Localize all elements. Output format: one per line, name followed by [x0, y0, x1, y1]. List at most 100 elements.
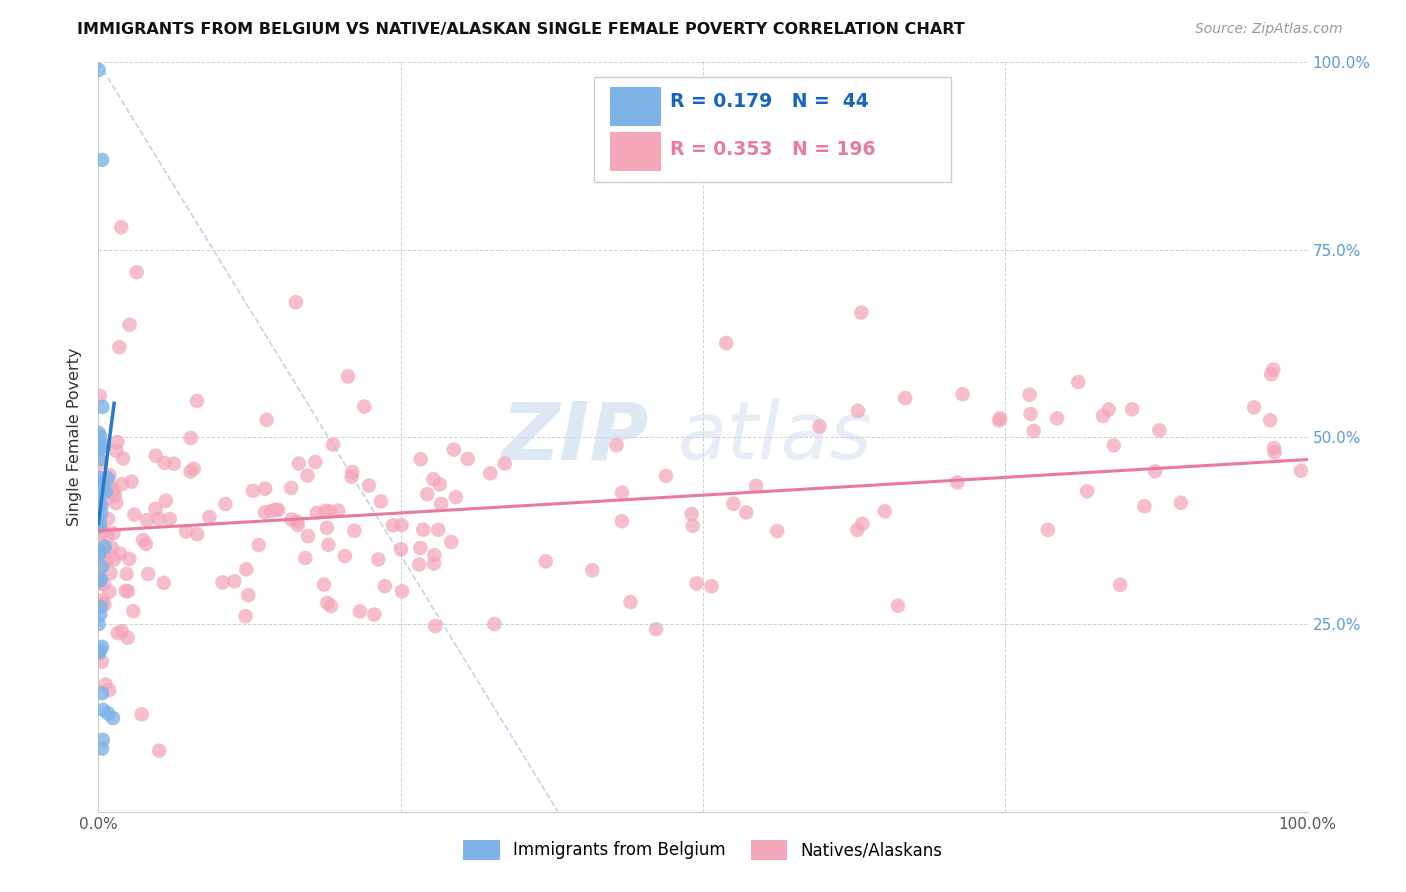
Point — [1263, 441, 1285, 455]
Point — [118, 552, 141, 566]
FancyBboxPatch shape — [595, 78, 950, 182]
FancyBboxPatch shape — [610, 132, 661, 171]
Point — [90, 456, 112, 470]
Point — [342, 465, 364, 479]
Point — [89, 547, 111, 561]
Point — [103, 552, 125, 566]
Point — [98, 468, 121, 483]
Point — [89, 475, 111, 490]
Point — [391, 518, 413, 533]
Point — [94, 544, 117, 558]
Point — [357, 478, 380, 492]
Point — [408, 558, 430, 572]
Point — [136, 566, 159, 581]
Point — [224, 574, 246, 589]
Point — [655, 469, 678, 483]
Point — [235, 609, 257, 624]
Point — [873, 504, 896, 518]
Point — [93, 577, 115, 591]
Point — [808, 419, 831, 434]
Point — [409, 541, 432, 555]
Point — [457, 451, 479, 466]
Point — [423, 557, 446, 571]
Point — [135, 537, 157, 551]
Point — [89, 429, 111, 443]
Point — [297, 529, 319, 543]
Point — [94, 472, 117, 486]
Point — [89, 566, 111, 580]
Point — [214, 497, 236, 511]
Point — [94, 677, 117, 691]
Point — [198, 510, 221, 524]
Point — [155, 493, 177, 508]
Point — [264, 502, 287, 516]
Point — [1170, 496, 1192, 510]
Point — [114, 583, 136, 598]
Y-axis label: Single Female Poverty: Single Female Poverty — [67, 348, 83, 526]
Point — [443, 442, 465, 457]
Point — [343, 524, 366, 538]
Point — [887, 599, 910, 613]
Point — [104, 489, 127, 503]
Point — [1109, 578, 1132, 592]
Point — [610, 485, 633, 500]
Point — [851, 305, 873, 319]
Point — [606, 438, 628, 452]
Point — [87, 436, 110, 450]
Point — [479, 467, 502, 481]
Point — [714, 336, 737, 351]
Point — [322, 437, 344, 451]
Point — [846, 403, 869, 417]
Point — [91, 593, 114, 607]
Point — [87, 442, 110, 457]
Point — [700, 579, 723, 593]
Point — [101, 541, 124, 555]
Point — [1076, 484, 1098, 499]
Point — [89, 551, 111, 566]
Point — [91, 640, 114, 654]
Point — [367, 552, 389, 566]
Point — [766, 524, 789, 538]
Point — [89, 519, 111, 533]
Point — [110, 220, 132, 235]
Point — [89, 646, 111, 660]
Point — [90, 499, 112, 513]
Point — [145, 449, 167, 463]
Point — [444, 490, 467, 504]
Point — [103, 483, 125, 497]
Point — [1046, 411, 1069, 425]
Point — [1144, 464, 1167, 478]
Point — [145, 501, 167, 516]
Point — [103, 526, 125, 541]
Point — [211, 575, 233, 590]
Point — [681, 507, 703, 521]
Point — [1019, 407, 1042, 421]
Point — [93, 475, 115, 490]
Point — [100, 480, 122, 494]
Text: R = 0.353   N = 196: R = 0.353 N = 196 — [671, 140, 876, 159]
Point — [90, 507, 112, 521]
Point — [89, 574, 111, 588]
Point — [280, 481, 302, 495]
Point — [148, 512, 170, 526]
Point — [304, 455, 326, 469]
Point — [952, 387, 974, 401]
Point — [108, 340, 131, 354]
Point — [326, 503, 349, 517]
Point — [412, 523, 434, 537]
Point — [333, 549, 356, 563]
Point — [97, 471, 120, 485]
Point — [1243, 401, 1265, 415]
Text: R = 0.179   N =  44: R = 0.179 N = 44 — [671, 93, 869, 112]
Point — [1133, 500, 1156, 514]
Point — [285, 515, 308, 529]
Point — [117, 631, 139, 645]
Point — [89, 494, 111, 508]
Point — [340, 470, 363, 484]
Point — [297, 468, 319, 483]
Point — [89, 487, 111, 501]
Point — [90, 596, 112, 610]
Point — [253, 505, 276, 519]
Point — [117, 584, 139, 599]
Point — [111, 477, 134, 491]
